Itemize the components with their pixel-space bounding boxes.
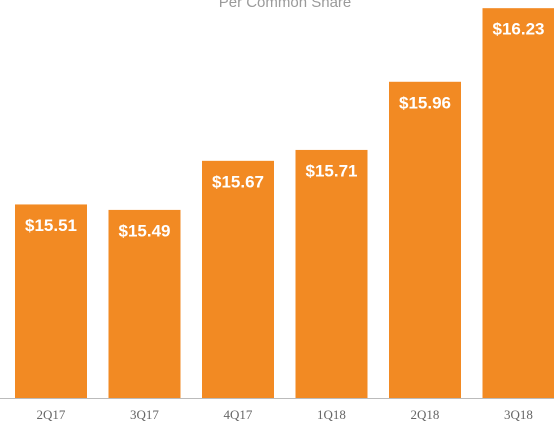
bar (482, 8, 554, 399)
value-label: $15.49 (119, 221, 171, 240)
value-label: $15.67 (212, 172, 264, 191)
value-label: $15.96 (399, 93, 451, 112)
chart-title: Per Common Share (219, 0, 352, 11)
bar (15, 204, 87, 398)
bar (108, 209, 181, 398)
value-label: $15.71 (306, 161, 358, 180)
x-tick-label: 2Q17 (37, 407, 66, 422)
x-tick-label: 3Q18 (504, 407, 533, 422)
value-label: $16.23 (493, 20, 545, 39)
x-tick-label: 2Q18 (411, 407, 440, 422)
bar (389, 81, 461, 398)
bar (202, 160, 274, 398)
x-tick-label: 1Q18 (317, 407, 346, 422)
bar (295, 149, 368, 398)
x-tick-label: 4Q17 (224, 407, 253, 422)
x-tick-label: 3Q17 (130, 407, 159, 422)
value-label: $15.51 (25, 216, 77, 235)
